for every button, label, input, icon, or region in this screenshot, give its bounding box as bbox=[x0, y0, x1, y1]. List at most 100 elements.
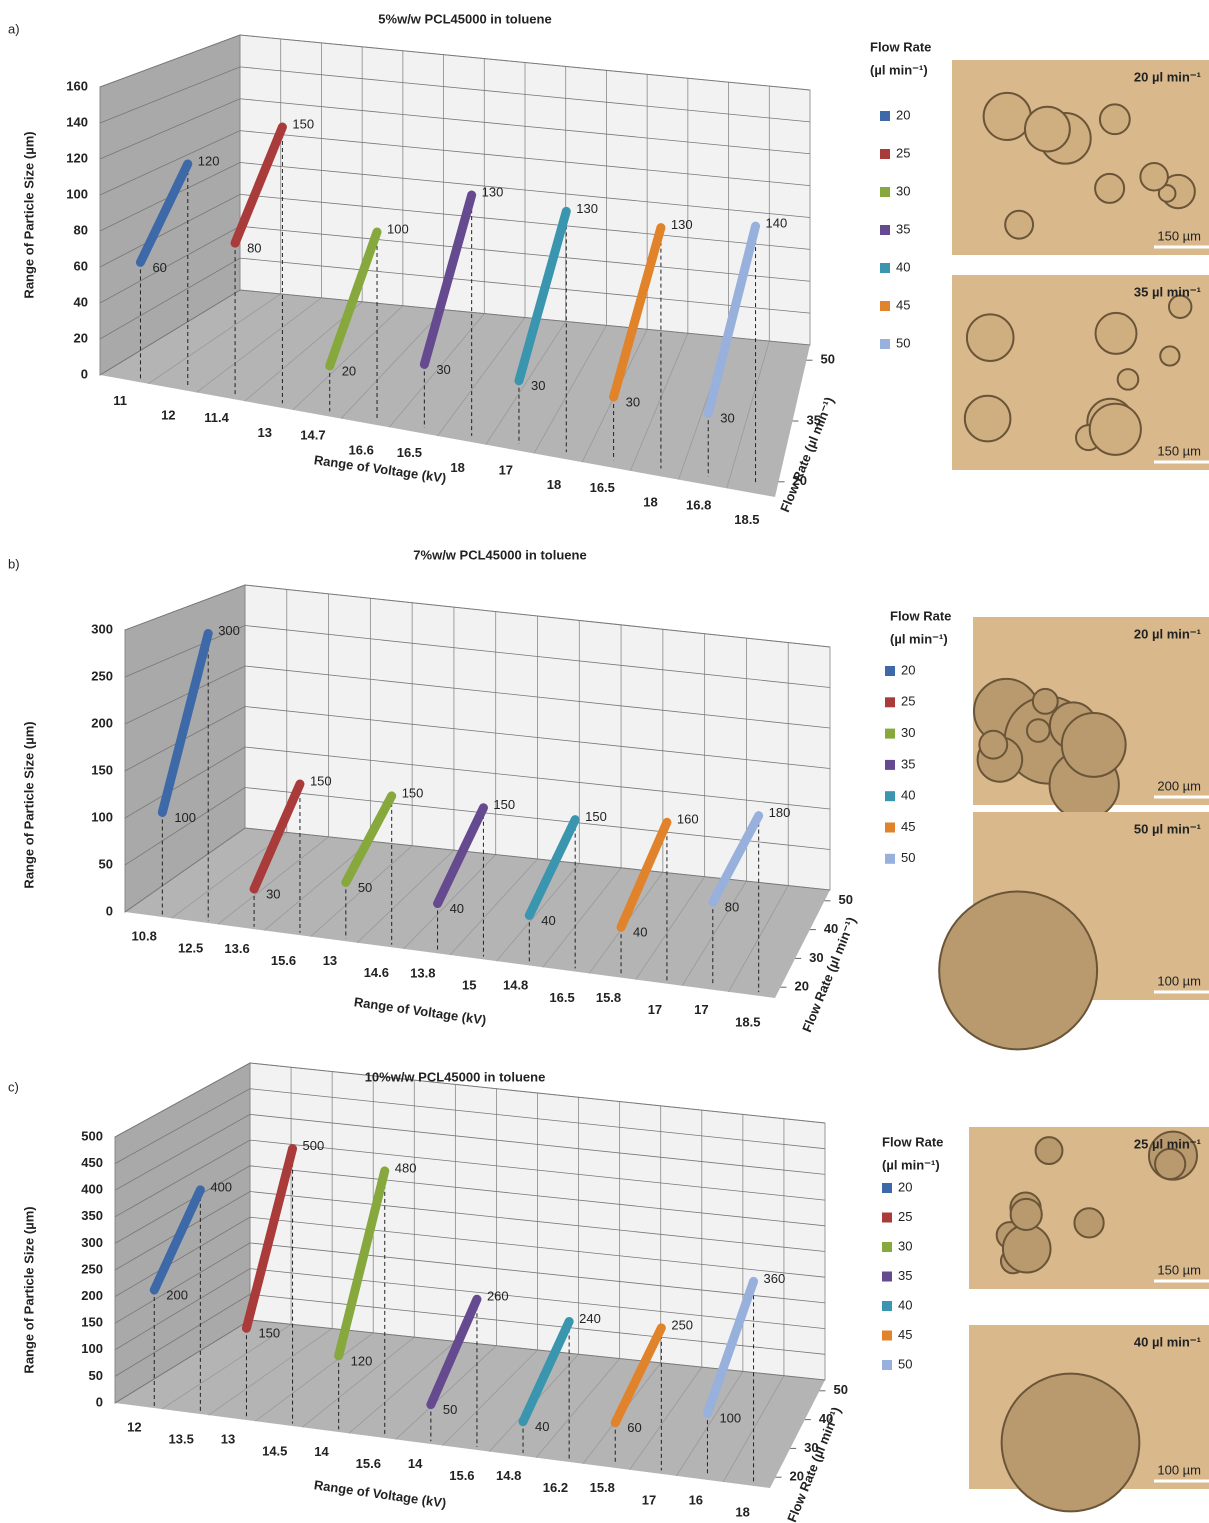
x-tick-label: 15.8 bbox=[596, 990, 621, 1005]
y-tick-label: 20 bbox=[74, 330, 88, 345]
legend-swatch bbox=[882, 1242, 892, 1252]
range-bar bbox=[341, 791, 397, 887]
grid-line bbox=[124, 787, 831, 866]
x-tick-label: 14.7 bbox=[300, 428, 325, 443]
z-tick-label: 30 bbox=[809, 950, 823, 965]
grid-line bbox=[99, 98, 811, 160]
grid-line bbox=[114, 1139, 826, 1218]
legend-label: 25 bbox=[898, 1209, 912, 1224]
y-tick-label: 300 bbox=[81, 1235, 103, 1250]
floor-divider bbox=[437, 317, 526, 437]
scale-label: 200 µm bbox=[1157, 778, 1201, 793]
x-tick-label: 15.6 bbox=[449, 1468, 474, 1483]
range-bar bbox=[433, 803, 488, 909]
z-tick-label: 40 bbox=[824, 921, 838, 936]
x-tick-label: 16.5 bbox=[590, 480, 615, 495]
grid-line bbox=[114, 1268, 826, 1351]
z-tick-label: 20 bbox=[790, 1469, 804, 1484]
value-label: 100 bbox=[174, 810, 196, 825]
grid-line bbox=[124, 827, 831, 913]
legend-label: 25 bbox=[896, 145, 910, 160]
micrograph-label: 50 µl min⁻¹ bbox=[1134, 821, 1201, 836]
value-label: 150 bbox=[585, 809, 607, 824]
x-tick-label: 13.6 bbox=[224, 941, 249, 956]
micrograph-label: 40 µl min⁻¹ bbox=[1134, 1334, 1201, 1349]
particle bbox=[1159, 345, 1181, 367]
legend-swatch bbox=[880, 339, 890, 349]
x-tick-label: 15.8 bbox=[590, 1480, 615, 1495]
particle bbox=[965, 313, 1015, 362]
y-tick-label: 100 bbox=[81, 1341, 103, 1356]
x-tick-label: 16.2 bbox=[543, 1480, 568, 1495]
z-tick-label: 35 bbox=[807, 412, 821, 427]
value-label: 500 bbox=[303, 1138, 325, 1153]
grid-line bbox=[99, 289, 811, 376]
z-tick-label: 20 bbox=[793, 473, 807, 488]
value-label: 250 bbox=[671, 1317, 693, 1332]
legend-label: 50 bbox=[896, 335, 910, 350]
x-tick-label: 17 bbox=[648, 1002, 662, 1017]
grid-line bbox=[114, 1062, 826, 1138]
legend-title: (µl min⁻¹) bbox=[870, 62, 928, 77]
y-tick-label: 0 bbox=[81, 366, 88, 381]
floor-divider bbox=[161, 1323, 292, 1410]
floor-divider bbox=[635, 876, 705, 980]
legend-label: 20 bbox=[896, 107, 910, 122]
legend-label: 30 bbox=[898, 1238, 912, 1253]
x-tick-label: 13.5 bbox=[169, 1432, 194, 1447]
panel-label: c) bbox=[8, 1079, 19, 1094]
value-label: 40 bbox=[541, 913, 555, 928]
floor-divider bbox=[208, 1328, 333, 1416]
grid-line bbox=[114, 1293, 826, 1377]
scale-label: 100 µm bbox=[1157, 973, 1201, 988]
floor-divider bbox=[533, 325, 607, 454]
x-tick-label: 18 bbox=[450, 460, 464, 475]
value-label: 480 bbox=[395, 1160, 417, 1175]
x-tick-label: 13 bbox=[258, 425, 272, 440]
floor-divider bbox=[264, 840, 371, 931]
y-tick-label: 200 bbox=[81, 1288, 103, 1303]
floor-divider bbox=[395, 1345, 497, 1440]
grid-line bbox=[114, 1088, 826, 1164]
value-label: 80 bbox=[247, 241, 261, 256]
legend-title: Flow Rate bbox=[882, 1134, 943, 1149]
range-bar bbox=[610, 1323, 666, 1428]
legend-swatch bbox=[885, 666, 895, 676]
grid-line bbox=[114, 1113, 826, 1191]
value-label: 200 bbox=[166, 1287, 188, 1302]
range-bar bbox=[609, 223, 666, 402]
x-tick-label: 16.6 bbox=[349, 442, 374, 457]
x-tick-label: 12 bbox=[161, 408, 175, 423]
legend-swatch bbox=[882, 1212, 892, 1223]
y-tick-label: 200 bbox=[91, 715, 113, 730]
value-label: 40 bbox=[535, 1419, 549, 1434]
x-axis-title: Range of Voltage (kV) bbox=[313, 452, 447, 485]
particle bbox=[1023, 105, 1071, 153]
legend-swatch bbox=[885, 822, 895, 833]
x-tick-label: 15 bbox=[462, 978, 476, 993]
value-label: 150 bbox=[292, 116, 314, 131]
grid-line bbox=[114, 1242, 826, 1324]
legend-swatch bbox=[885, 853, 895, 864]
legend-title: Flow Rate bbox=[870, 39, 931, 54]
floor-divider bbox=[356, 849, 455, 944]
grid-line bbox=[114, 1191, 826, 1271]
chart-title: 7%w/w PCL45000 in toluene bbox=[413, 547, 586, 562]
particle bbox=[1004, 209, 1035, 240]
range-bar bbox=[426, 1294, 482, 1410]
y-axis-title: Range of Particle Size (µm) bbox=[21, 1206, 36, 1373]
floor-divider bbox=[681, 880, 747, 986]
z-tick-label: 40 bbox=[819, 1411, 833, 1426]
particle bbox=[1098, 103, 1131, 136]
value-label: 180 bbox=[769, 805, 791, 820]
value-label: 130 bbox=[671, 217, 693, 232]
value-label: 30 bbox=[266, 886, 280, 901]
x-tick-label: 16.5 bbox=[397, 445, 422, 460]
x-tick-label: 18 bbox=[547, 477, 561, 492]
range-bar bbox=[325, 227, 382, 371]
value-label: 80 bbox=[725, 900, 739, 915]
legend-label: 45 bbox=[896, 297, 910, 312]
micrograph-label: 25 µl min⁻¹ bbox=[1134, 1136, 1201, 1151]
legend-label: 30 bbox=[896, 183, 910, 198]
particle bbox=[1154, 1147, 1187, 1181]
